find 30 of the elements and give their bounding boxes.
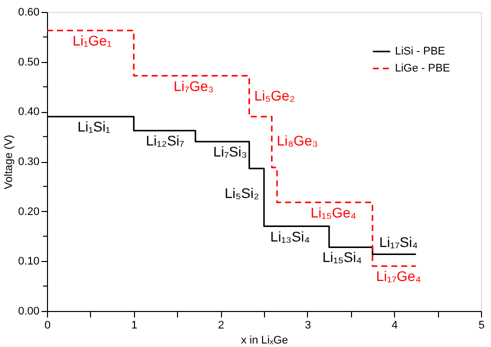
legend-label: LiGe - PBE <box>395 62 450 74</box>
annotation: Li₁₃Si₄ <box>270 228 310 244</box>
annotation: Li₁₇Ge₄ <box>376 268 422 284</box>
y-tick-label: 0.40 <box>18 106 40 118</box>
y-tick-label: 0.20 <box>18 206 40 218</box>
x-tick-label: 4 <box>392 320 398 332</box>
y-tick-label: 0.10 <box>18 256 40 268</box>
annotation: Li₁₇Si₄ <box>379 234 418 250</box>
annotation: Li₅Si₂ <box>224 184 259 201</box>
annotation: Li₇Ge₃ <box>174 78 214 94</box>
annotation: Li₁₂Si₇ <box>146 132 184 149</box>
annotation: Li₁Si₁ <box>77 118 111 135</box>
x-axis-title: x in LiₓGe <box>240 334 288 346</box>
x-tick-label: 5 <box>478 320 485 332</box>
y-tick-label: 0.00 <box>18 306 40 318</box>
annotation: Li₁₅Si₄ <box>322 249 362 266</box>
y-tick-label: 0.60 <box>18 6 40 18</box>
annotation: Li₁₅Ge₄ <box>310 204 357 220</box>
annotation: Li₁Ge₁ <box>72 32 112 48</box>
y-tick-label: 0.50 <box>18 56 40 68</box>
x-tick-label: 2 <box>218 320 224 332</box>
y-tick-label: 0.30 <box>18 156 40 168</box>
legend-label: LiSi - PBE <box>395 46 446 58</box>
x-tick-label: 3 <box>304 320 311 332</box>
x-tick-label: 0 <box>44 320 51 332</box>
annotation: Li₅Ge₂ <box>254 88 295 104</box>
y-axis-title: Voltage (V) <box>3 134 16 190</box>
x-tick-label: 1 <box>131 320 138 332</box>
annotation: Li₇Si₃ <box>213 144 248 160</box>
annotation: Li₈Ge₃ <box>276 132 318 149</box>
